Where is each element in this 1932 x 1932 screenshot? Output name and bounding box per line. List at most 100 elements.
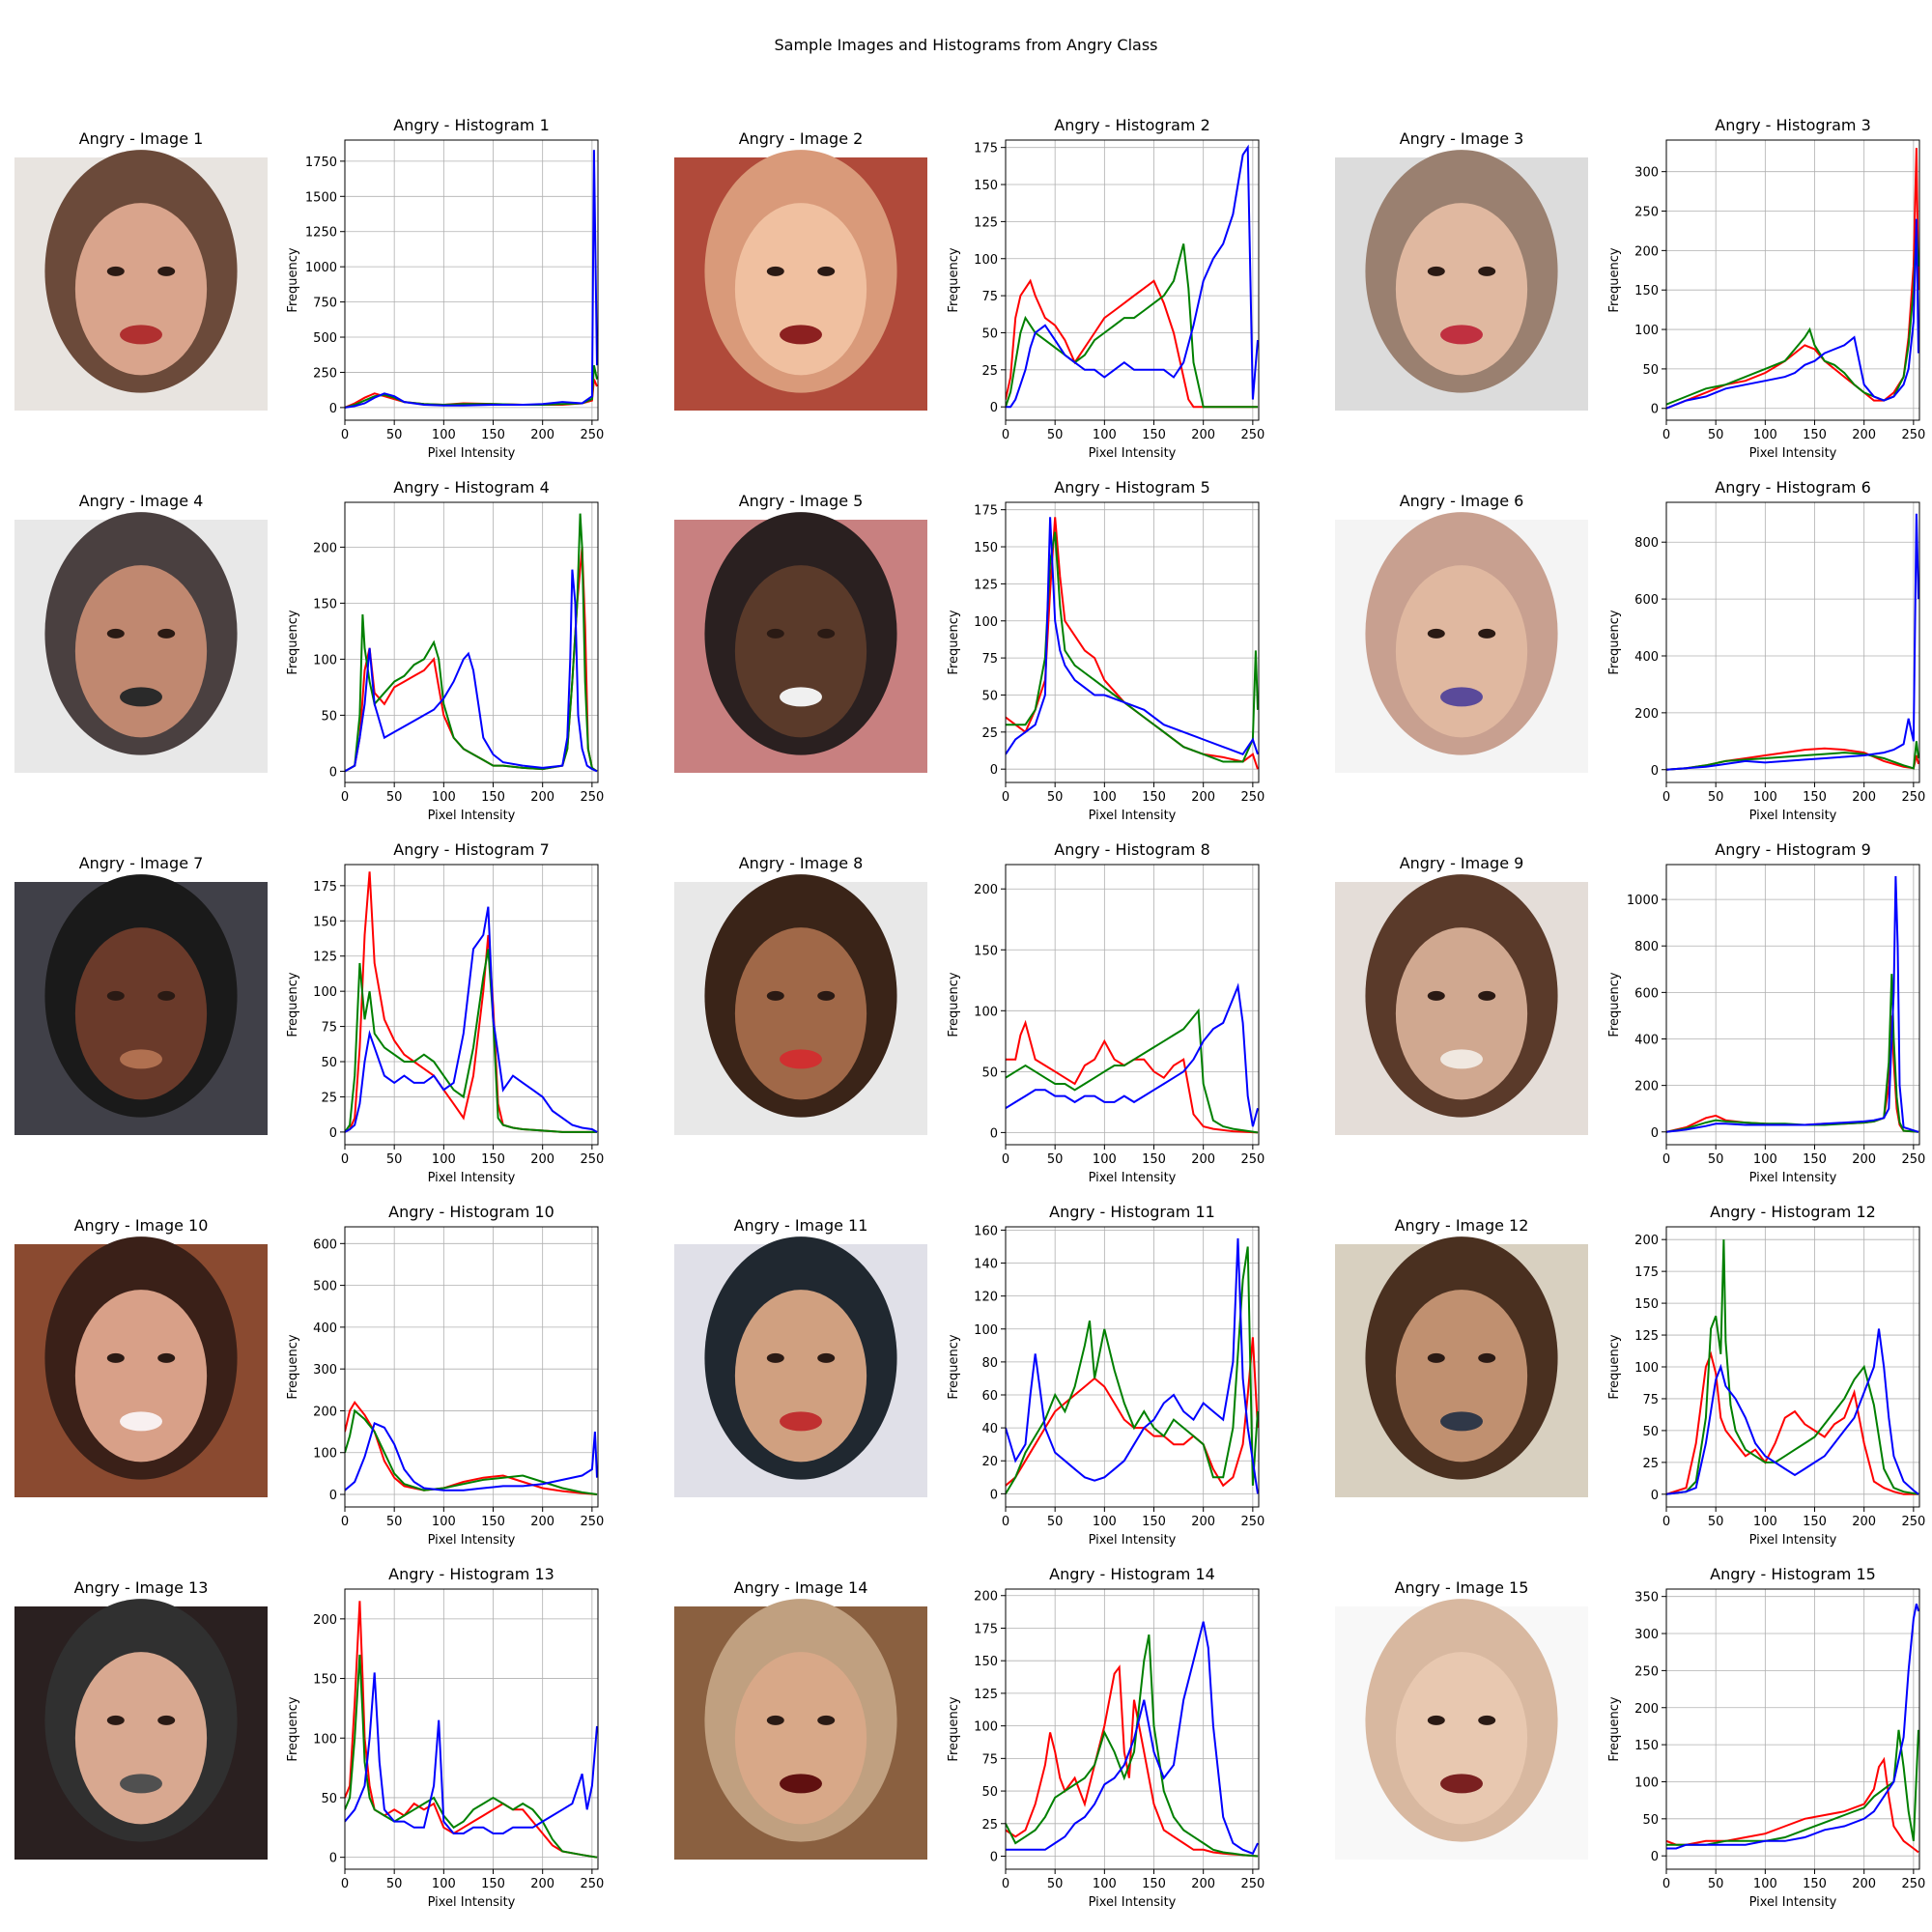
y-tick-label: 175 (974, 1622, 998, 1636)
histogram-title: Angry - Histogram 5 (1054, 478, 1210, 497)
series-line-red (1006, 517, 1259, 770)
y-tick-label: 0 (1651, 403, 1659, 417)
x-axis-label: Pixel Intensity (1749, 809, 1837, 823)
y-axis-label: Frequency (1607, 972, 1622, 1037)
y-tick-label: 40 (981, 1422, 998, 1436)
x-tick-label: 150 (481, 790, 505, 805)
x-axis-label: Pixel Intensity (1089, 809, 1177, 823)
y-tick-label: 150 (313, 915, 337, 929)
image-title: Angry - Image 13 (74, 1578, 209, 1597)
series-line-green (1006, 1634, 1259, 1858)
x-tick-label: 150 (481, 1877, 505, 1891)
y-tick-label: 25 (981, 364, 998, 379)
y-axis-label: Frequency (1607, 1696, 1622, 1761)
y-tick-label: 800 (1634, 536, 1659, 551)
y-tick-label: 800 (1634, 940, 1659, 954)
y-tick-label: 1750 (305, 156, 337, 170)
y-tick-label: 400 (1634, 1033, 1659, 1047)
y-tick-label: 350 (1634, 1591, 1659, 1605)
histogram-title: Angry - Histogram 12 (1710, 1203, 1876, 1221)
image-title: Angry - Image 15 (1395, 1578, 1529, 1597)
x-tick-label: 200 (1852, 790, 1876, 805)
x-tick-label: 0 (1662, 1152, 1670, 1167)
x-tick-label: 250 (580, 1152, 604, 1167)
plot-frame (1665, 139, 1920, 421)
histogram-title: Angry - Histogram 13 (388, 1565, 554, 1583)
y-tick-label: 125 (1634, 1329, 1659, 1344)
y-axis-label: Frequency (286, 1334, 300, 1399)
series-line-blue (1666, 218, 1919, 410)
series-line-blue (1666, 875, 1919, 1133)
x-tick-label: 50 (386, 1877, 403, 1891)
face-image (14, 1599, 268, 1860)
x-tick-label: 0 (341, 1515, 349, 1529)
x-tick-label: 0 (341, 428, 349, 442)
y-tick-label: 25 (981, 1818, 998, 1833)
y-tick-label: 0 (1651, 1126, 1659, 1141)
x-axis-label: Pixel Intensity (428, 1533, 516, 1548)
series-line-blue (345, 1672, 598, 1834)
x-tick-label: 250 (1240, 1877, 1264, 1891)
histogram-title: Angry - Histogram 4 (393, 478, 550, 497)
x-tick-label: 150 (1803, 1877, 1827, 1891)
x-tick-label: 250 (1901, 1515, 1925, 1529)
y-tick-label: 200 (1634, 244, 1659, 259)
x-tick-label: 0 (341, 1152, 349, 1167)
y-axis-label: Frequency (1607, 247, 1622, 312)
y-tick-label: 100 (974, 1005, 998, 1019)
y-tick-label: 20 (981, 1455, 998, 1469)
x-axis-label: Pixel Intensity (1089, 1533, 1177, 1548)
x-tick-label: 100 (432, 1152, 456, 1167)
y-tick-label: 200 (974, 883, 998, 897)
x-tick-label: 200 (530, 1515, 554, 1529)
series-line-blue (1006, 517, 1259, 756)
x-axis-label: Pixel Intensity (1089, 1171, 1177, 1185)
x-axis-label: Pixel Intensity (1749, 1895, 1837, 1910)
y-tick-label: 150 (1634, 1297, 1659, 1312)
y-tick-label: 0 (1651, 1489, 1659, 1503)
image-title: Angry - Image 6 (1400, 492, 1524, 510)
image-title: Angry - Image 7 (79, 854, 204, 872)
x-axis-label: Pixel Intensity (428, 809, 516, 823)
image-title: Angry - Image 10 (74, 1216, 209, 1235)
y-axis-label: Frequency (1607, 610, 1622, 674)
x-axis-label: Pixel Intensity (428, 1171, 516, 1185)
y-tick-label: 1500 (305, 190, 337, 205)
face-image (674, 874, 927, 1135)
histogram-title: Angry - Histogram 14 (1049, 1565, 1215, 1583)
x-tick-label: 250 (580, 428, 604, 442)
x-tick-label: 200 (1191, 1877, 1215, 1891)
x-tick-label: 0 (341, 790, 349, 805)
x-tick-label: 250 (580, 1877, 604, 1891)
series-line-green (1666, 741, 1919, 771)
y-axis-label: Frequency (286, 247, 300, 312)
x-tick-label: 200 (530, 1152, 554, 1167)
x-tick-label: 0 (1002, 1877, 1009, 1891)
x-axis-label: Pixel Intensity (1749, 446, 1837, 461)
x-tick-label: 50 (1708, 790, 1724, 805)
x-tick-label: 100 (1093, 1152, 1117, 1167)
y-tick-label: 400 (1634, 650, 1659, 665)
y-tick-label: 175 (1634, 1265, 1659, 1280)
y-tick-label: 200 (1634, 707, 1659, 722)
y-axis-label: Frequency (947, 610, 961, 674)
y-tick-label: 250 (1634, 206, 1659, 220)
y-axis-label: Frequency (286, 1696, 300, 1761)
y-tick-label: 50 (981, 1785, 998, 1800)
plot-frame (1665, 1588, 1920, 1870)
face-image (14, 1236, 268, 1497)
y-tick-label: 150 (974, 541, 998, 555)
x-tick-label: 0 (1002, 428, 1009, 442)
x-tick-label: 200 (1191, 1515, 1215, 1529)
series-line-blue (1006, 1621, 1259, 1856)
x-tick-label: 150 (1142, 1152, 1166, 1167)
image-title: Angry - Image 12 (1395, 1216, 1529, 1235)
y-tick-label: 250 (313, 366, 337, 381)
series-line-blue (345, 569, 598, 773)
y-tick-label: 1000 (1627, 894, 1659, 908)
series-line-blue (1666, 1604, 1919, 1850)
image-title: Angry - Image 2 (739, 129, 864, 148)
y-tick-label: 50 (1642, 1425, 1659, 1439)
series-line-blue (345, 906, 598, 1133)
y-tick-label: 600 (1634, 593, 1659, 608)
